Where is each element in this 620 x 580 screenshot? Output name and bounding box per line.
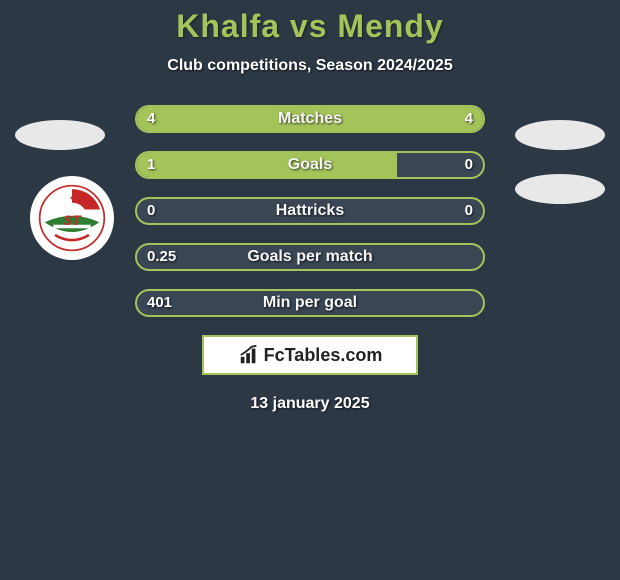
brand-box[interactable]: FcTables.com [202, 335, 418, 375]
stat-value-left: 0 [147, 197, 155, 225]
date-text: 13 january 2025 [0, 395, 620, 413]
page-title: Khalfa vs Mendy [0, 0, 620, 45]
team-logo-left: ★ ST [30, 176, 114, 260]
stat-value-left: 4 [147, 105, 155, 133]
stat-label: Hattricks [135, 197, 485, 225]
stat-value-left: 0.25 [147, 243, 176, 271]
stade-tunisien-logo-icon: ★ ST [38, 184, 106, 252]
stat-label: Goals per match [135, 243, 485, 271]
stat-value-right: 0 [465, 197, 473, 225]
stat-value-left: 1 [147, 151, 155, 179]
player-badge-right-2 [515, 174, 605, 204]
stat-row: Goals1 0 [135, 151, 485, 179]
stat-label: Matches [135, 105, 485, 133]
chart-icon [238, 344, 260, 366]
stat-label: Goals [135, 151, 485, 179]
svg-text:★: ★ [70, 195, 75, 201]
stat-row: Goals per match0.25 [135, 243, 485, 271]
subtitle: Club competitions, Season 2024/2025 [0, 57, 620, 75]
stat-value-left: 401 [147, 289, 172, 317]
player-badge-right-1 [515, 120, 605, 150]
stat-value-right: 0 [465, 151, 473, 179]
stats-region: Matches44Goals10Hattricks00Goals per mat… [135, 105, 485, 317]
brand-text: FcTables.com [264, 345, 383, 366]
svg-text:ST: ST [63, 213, 82, 228]
stat-value-right: 4 [465, 105, 473, 133]
stat-row: Hattricks0 0 [135, 197, 485, 225]
stat-row: Matches4 4 [135, 105, 485, 133]
stat-label: Min per goal [135, 289, 485, 317]
player-badge-left [15, 120, 105, 150]
stat-row: Min per goal401 [135, 289, 485, 317]
comparison-card: Khalfa vs Mendy Club competitions, Seaso… [0, 0, 620, 413]
